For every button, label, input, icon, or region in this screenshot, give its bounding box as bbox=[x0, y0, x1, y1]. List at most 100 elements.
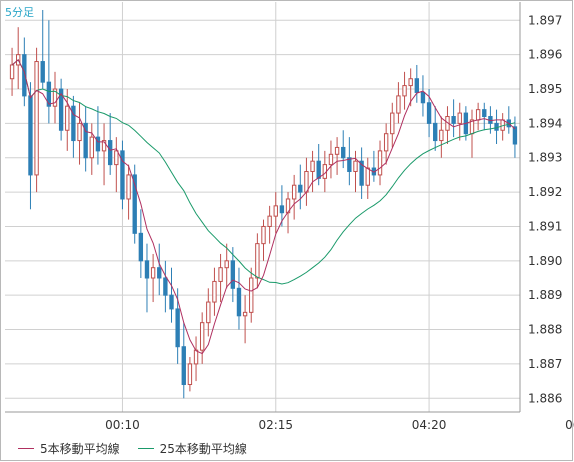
candle-body bbox=[273, 205, 278, 217]
legend-swatch-ma25 bbox=[137, 448, 154, 449]
candle-body bbox=[267, 215, 272, 227]
candle-body bbox=[163, 277, 168, 296]
candle bbox=[193, 336, 199, 382]
candle bbox=[120, 140, 125, 210]
candle bbox=[377, 140, 383, 186]
candle bbox=[101, 123, 107, 186]
candle bbox=[126, 164, 131, 220]
candle bbox=[157, 243, 162, 296]
candles bbox=[9, 10, 518, 399]
candle bbox=[279, 185, 285, 227]
candle-body bbox=[181, 346, 186, 386]
legend-swatch-ma5 bbox=[18, 448, 34, 449]
candle bbox=[187, 357, 193, 392]
legend-item-ma25: 25本移動平均線 bbox=[137, 440, 247, 457]
candle bbox=[65, 89, 70, 151]
candle bbox=[144, 243, 150, 313]
candle bbox=[242, 295, 248, 344]
y-tick-label: 1.886 bbox=[528, 391, 562, 405]
candle-body bbox=[420, 91, 426, 104]
y-tick-label: 1.897 bbox=[528, 13, 562, 27]
candle bbox=[445, 106, 450, 144]
candle bbox=[420, 75, 426, 117]
candle bbox=[310, 150, 315, 193]
candle-body bbox=[144, 260, 150, 279]
candle bbox=[365, 157, 370, 199]
candle-body bbox=[359, 160, 364, 186]
candle bbox=[298, 164, 303, 210]
candle-body bbox=[414, 78, 419, 93]
candle bbox=[475, 102, 481, 131]
candle bbox=[304, 157, 309, 206]
candle bbox=[163, 260, 168, 313]
x-tick-label: 00:10 bbox=[105, 418, 140, 432]
candle-body bbox=[83, 122, 88, 159]
candle-body bbox=[101, 140, 107, 152]
candle bbox=[40, 10, 45, 90]
candle-body bbox=[482, 109, 487, 118]
timeframe-label: 5分足 bbox=[5, 6, 34, 19]
candle bbox=[261, 219, 266, 261]
candle bbox=[390, 102, 395, 148]
candle-body bbox=[46, 81, 52, 107]
candle bbox=[316, 144, 321, 186]
x-tick-label: 04:20 bbox=[412, 418, 447, 432]
candle-body bbox=[224, 260, 229, 269]
candle-body bbox=[199, 322, 205, 351]
y-tick-label: 1.887 bbox=[528, 357, 562, 371]
candle-body bbox=[426, 102, 432, 124]
candle bbox=[451, 99, 456, 138]
candle-body bbox=[494, 122, 499, 131]
grid bbox=[5, 2, 520, 412]
candle bbox=[359, 147, 364, 199]
y-axis: 1.897 1.896 1.895 1.894 1.893 1.892 1.891 1.890… bbox=[519, 2, 562, 412]
candle bbox=[206, 288, 211, 337]
candle bbox=[433, 106, 438, 151]
y-tick-label: 1.889 bbox=[528, 288, 562, 302]
candle-body bbox=[89, 136, 94, 159]
candle bbox=[494, 109, 499, 144]
candle bbox=[52, 71, 58, 124]
candle-body bbox=[291, 184, 297, 200]
candle bbox=[95, 106, 101, 165]
candle bbox=[439, 116, 444, 158]
candle bbox=[236, 267, 242, 330]
candle bbox=[34, 47, 39, 193]
candle-body bbox=[120, 150, 125, 200]
ma25-line bbox=[11, 59, 516, 285]
legend-label-ma25: 25本移動平均線 bbox=[159, 442, 247, 456]
candle-body bbox=[261, 225, 266, 245]
candle-body bbox=[341, 146, 346, 159]
candle-body bbox=[512, 126, 518, 145]
legend-item-ma5: 5本移動平均線 bbox=[18, 440, 120, 457]
candle-body bbox=[108, 140, 113, 166]
legend-label-ma5: 5本移動平均線 bbox=[40, 442, 120, 456]
candle bbox=[500, 113, 505, 141]
candle-body bbox=[132, 174, 137, 234]
legend: 5本移動平均線 25本移動平均線 bbox=[18, 440, 265, 457]
candle-body bbox=[457, 112, 462, 124]
candle bbox=[347, 137, 352, 186]
candle bbox=[224, 243, 229, 289]
candle bbox=[414, 64, 419, 103]
candle bbox=[273, 192, 278, 234]
candle bbox=[249, 267, 254, 323]
candle bbox=[46, 20, 52, 124]
y-tick-label: 1.896 bbox=[528, 48, 562, 62]
candle-body bbox=[126, 174, 131, 200]
candle bbox=[506, 106, 511, 134]
candle-body bbox=[138, 232, 144, 262]
candle bbox=[371, 150, 377, 182]
candle-body bbox=[328, 153, 334, 166]
y-tick-label: 1.895 bbox=[528, 82, 562, 96]
candle bbox=[16, 27, 21, 90]
candle-body bbox=[334, 146, 340, 155]
candle bbox=[255, 233, 260, 289]
candle-body bbox=[169, 294, 174, 310]
candle bbox=[150, 253, 156, 303]
candle bbox=[108, 113, 113, 175]
candle-body bbox=[230, 260, 236, 289]
candle-body bbox=[255, 243, 260, 279]
candle-body bbox=[304, 170, 309, 193]
candle bbox=[334, 137, 340, 175]
